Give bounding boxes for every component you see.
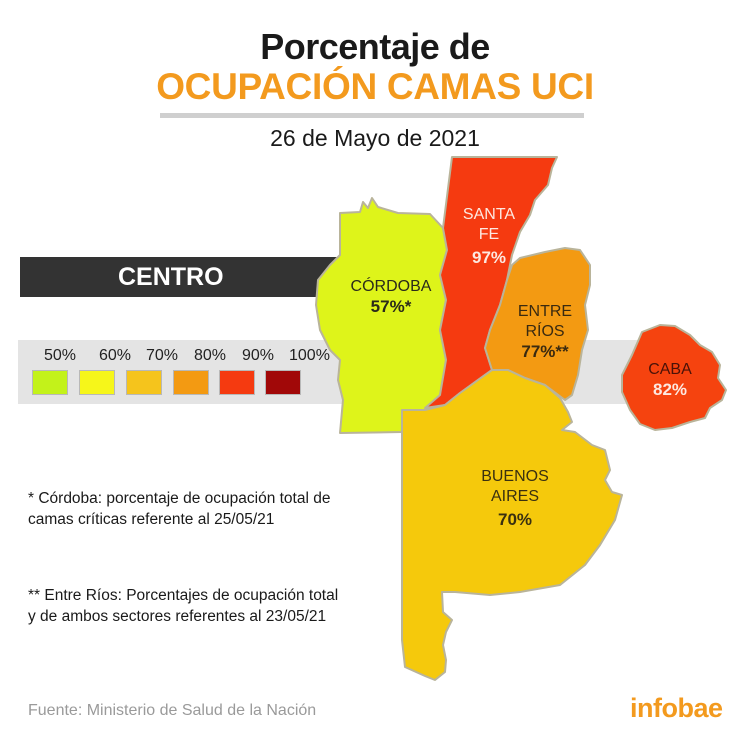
province-caba[interactable] (621, 324, 727, 431)
entre-rios-name-1: ENTRE (517, 303, 573, 320)
legend-label: 70% (146, 347, 179, 364)
legend-swatch-80 (173, 370, 209, 395)
buenos-aires-name-1: BUENOS (481, 468, 549, 485)
buenos-aires-name-2: AIRES (490, 488, 539, 505)
legend-label: 50% (44, 347, 77, 364)
province-entre-rios[interactable] (484, 247, 591, 401)
legend-label: 90% (242, 347, 275, 364)
region-label: CENTRO (20, 257, 350, 297)
label-buenos-aires: BUENOS AIRES 70% (465, 467, 565, 530)
entre-rios-name-2: RÍOS (525, 323, 565, 340)
buenos-aires-value: 70% (497, 510, 533, 529)
infobae-logo: infobae (630, 693, 723, 723)
cordoba-name: CÓRDOBA (350, 278, 432, 295)
province-buenos-aires[interactable] (401, 369, 623, 681)
entre-rios-value: 77%** (521, 342, 569, 361)
legend-swatch-50 (32, 370, 68, 395)
legend-swatch-90 (219, 370, 255, 395)
cordoba-value: 57%* (370, 297, 412, 316)
santa-fe-value: 97% (471, 248, 507, 267)
source-text: Fuente: Ministerio de Salud de la Nación (28, 702, 317, 719)
legend-label: 100% (289, 347, 330, 364)
label-santa-fe: SANTA FE 97% (446, 205, 532, 268)
footnote-entre-rios: ** Entre Ríos: Porcentajes de ocupación … (28, 587, 339, 625)
footnote-cordoba: * Córdoba: porcentaje de ocupación total… (28, 490, 331, 528)
legend-swatch-100 (265, 370, 301, 395)
legend-swatch-60 (79, 370, 115, 395)
legend-swatch-70 (126, 370, 162, 395)
legend-label: 60% (99, 347, 132, 364)
legend-label: 80% (194, 347, 227, 364)
caba-value: 82% (652, 380, 688, 399)
santa-fe-name-1: SANTA (462, 206, 516, 223)
label-cordoba: CÓRDOBA 57%* (335, 277, 447, 317)
caba-name: CABA (648, 361, 692, 378)
label-entre-rios: ENTRE RÍOS 77%** (500, 302, 590, 362)
title-line1: Porcentaje de (260, 26, 490, 67)
label-caba: CABA 82% (630, 360, 710, 400)
date-subtitle: 26 de Mayo de 2021 (270, 125, 480, 151)
santa-fe-name-2: FE (478, 226, 500, 243)
title-line2: OCUPACIÓN CAMAS UCI (156, 66, 594, 107)
title-divider (160, 113, 584, 118)
